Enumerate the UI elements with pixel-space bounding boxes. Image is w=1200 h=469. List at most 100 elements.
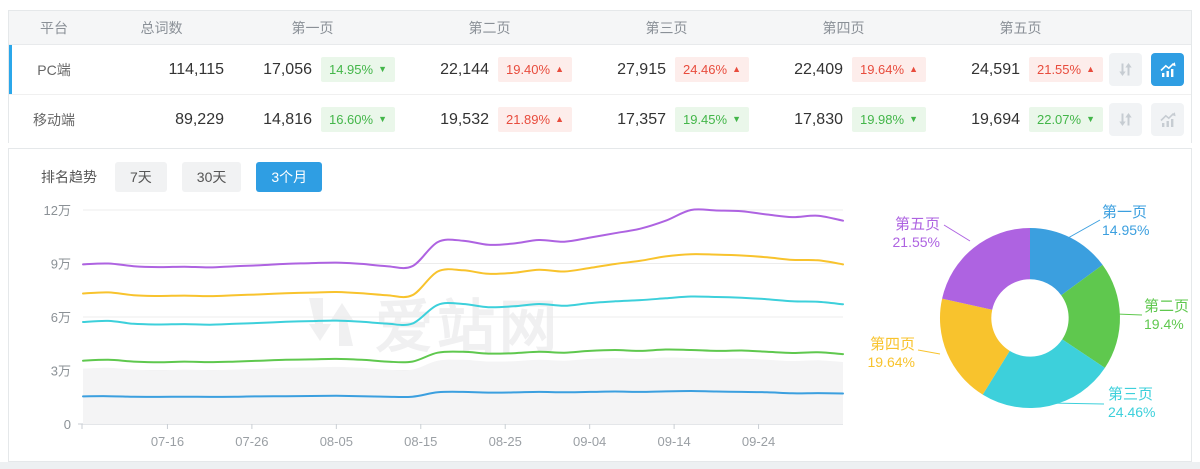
trend-series-2 [82,348,844,364]
trend-tab-7天[interactable]: 7天 [115,162,167,192]
svg-text:09-04: 09-04 [573,434,606,449]
svg-text:3万: 3万 [51,364,71,379]
change-pct: 24.46% [682,62,728,77]
sort-arrows-button[interactable] [1109,53,1142,86]
donut-slice-第三页[interactable] [982,339,1105,409]
page3-cell: 17,357 19.45% ▼ [578,107,755,132]
donut-leader-line [1047,402,1105,405]
triangle-down-icon: ▼ [378,114,387,124]
page2-cell: 22,144 19.40% ▲ [401,57,578,82]
svg-text:0: 0 [64,417,71,432]
col-header-total-words: 总词数 [140,19,183,36]
trend-series-5 [82,208,844,270]
triangle-down-icon: ▼ [378,64,387,74]
change-badge: 19.40% ▲ [498,57,572,82]
col-header-page5: 第五页 [999,19,1042,36]
page-bottom-strip [0,462,1200,469]
table-row-PC端[interactable]: PC端 114,115 17,056 14.95% ▼ 22,144 19.40% ▲ 27,9… [9,45,1191,95]
trend-toolbar: 排名趋势 7天 30天 3个月 [9,149,1191,192]
sort-arrows-button[interactable] [1109,103,1142,136]
charts-row: 爱站网 0 3万 6万 9万 12万 07-16 07-26 08-05 08-15 08-25 0… [9,192,1191,462]
change-badge: 19.98% ▼ [852,107,926,132]
total-words-cell: 114,115 [168,60,224,78]
page-count: 19,532 [440,110,489,128]
svg-text:08-05: 08-05 [320,434,353,449]
svg-text:08-15: 08-15 [404,434,437,449]
series-area-fill [83,357,843,424]
trend-series-3 [82,295,844,327]
page2-cell: 19,532 21.89% ▲ [401,107,578,132]
page5-cell: 24,591 21.55% ▲ [932,57,1109,82]
row-actions [1109,53,1193,86]
svg-text:09-14: 09-14 [657,434,690,449]
change-pct: 19.45% [682,112,728,127]
page-distribution-donut: 第一页 14.95% 第二页 19.4% 第三页 24.46% 第四页 19.64% 第五页 21… [858,196,1193,458]
donut-slice-第四页[interactable] [939,298,1010,395]
page-count: 14,816 [263,110,312,128]
platform-cell: 移动端 [33,111,75,128]
donut-slice-第一页[interactable] [1030,228,1103,296]
sort-arrows-icon [1119,113,1132,126]
triangle-up-icon: ▲ [555,114,564,124]
col-header-page3: 第三页 [645,19,688,36]
table-header-row: 平台 总词数 第一页 第二页 第三页 第四页 第五页 [9,11,1191,45]
trend-chart-button[interactable] [1151,103,1184,136]
trend-chart-button[interactable] [1151,53,1184,86]
change-pct: 19.64% [859,62,905,77]
svg-text:6万: 6万 [51,310,71,325]
page-count: 27,915 [617,60,666,78]
donut-slice-第五页[interactable] [942,228,1030,310]
page4-cell: 22,409 19.64% ▲ [755,57,932,82]
row-actions [1109,103,1193,136]
page-count: 22,144 [440,60,489,78]
trend-line-chart-svg: 0 3万 6万 9万 12万 07-16 07-26 08-05 08-15 08-25 09-04… [44,203,844,449]
platform-cell: PC端 [37,61,71,78]
triangle-down-icon: ▼ [909,114,918,124]
svg-text:12万: 12万 [44,203,71,218]
page5-cell: 19,694 22.07% ▼ [932,107,1109,132]
page4-cell: 17,830 19.98% ▼ [755,107,932,132]
svg-text:09-24: 09-24 [742,434,775,449]
change-pct: 19.98% [859,112,905,127]
col-header-page2: 第二页 [468,19,511,36]
change-badge: 24.46% ▲ [675,57,749,82]
donut-slice-第二页[interactable] [1061,264,1120,368]
trend-period-label: 排名趋势 [41,169,97,185]
donut-leader-line [1067,219,1101,239]
triangle-up-icon: ▲ [1086,64,1095,74]
svg-text:07-16: 07-16 [151,434,184,449]
trend-tab-3个月[interactable]: 3个月 [256,162,323,192]
page-count: 17,830 [794,110,843,128]
page-count: 19,694 [971,110,1020,128]
page-count: 24,591 [971,60,1020,78]
triangle-up-icon: ▲ [555,64,564,74]
trend-tab-30天[interactable]: 30天 [181,162,242,192]
change-badge: 22.07% ▼ [1029,107,1103,132]
triangle-up-icon: ▲ [732,64,741,74]
change-badge: 16.60% ▼ [321,107,395,132]
table-row-移动端[interactable]: 移动端 89,229 14,816 16.60% ▼ 19,532 21.89% ▲ 17,35… [9,95,1191,144]
trend-panel: 排名趋势 7天 30天 3个月 爱站网 0 3万 6万 9万 12万 07-16 07-26 08… [8,148,1192,462]
sort-arrows-icon [1119,63,1132,76]
triangle-up-icon: ▲ [909,64,918,74]
change-badge: 14.95% ▼ [321,57,395,82]
change-pct: 21.89% [505,112,551,127]
change-pct: 21.55% [1036,62,1082,77]
page-count: 17,056 [263,60,312,78]
page1-cell: 17,056 14.95% ▼ [224,57,401,82]
donut-leader-line [943,224,971,242]
donut-leader-line [1115,313,1143,316]
change-badge: 19.64% ▲ [852,57,926,82]
trend-line-chart: 爱站网 0 3万 6万 9万 12万 07-16 07-26 08-05 08-15 08-25 0… [13,194,858,462]
change-badge: 21.89% ▲ [498,107,572,132]
page-count: 17,357 [617,110,666,128]
col-header-platform: 平台 [40,19,68,36]
donut-leader-line [917,349,941,355]
change-pct: 19.40% [505,62,551,77]
col-header-page4: 第四页 [822,19,865,36]
total-words-cell: 89,229 [175,110,224,128]
triangle-down-icon: ▼ [732,114,741,124]
svg-text:08-25: 08-25 [489,434,522,449]
trend-chart-icon [1159,61,1176,77]
